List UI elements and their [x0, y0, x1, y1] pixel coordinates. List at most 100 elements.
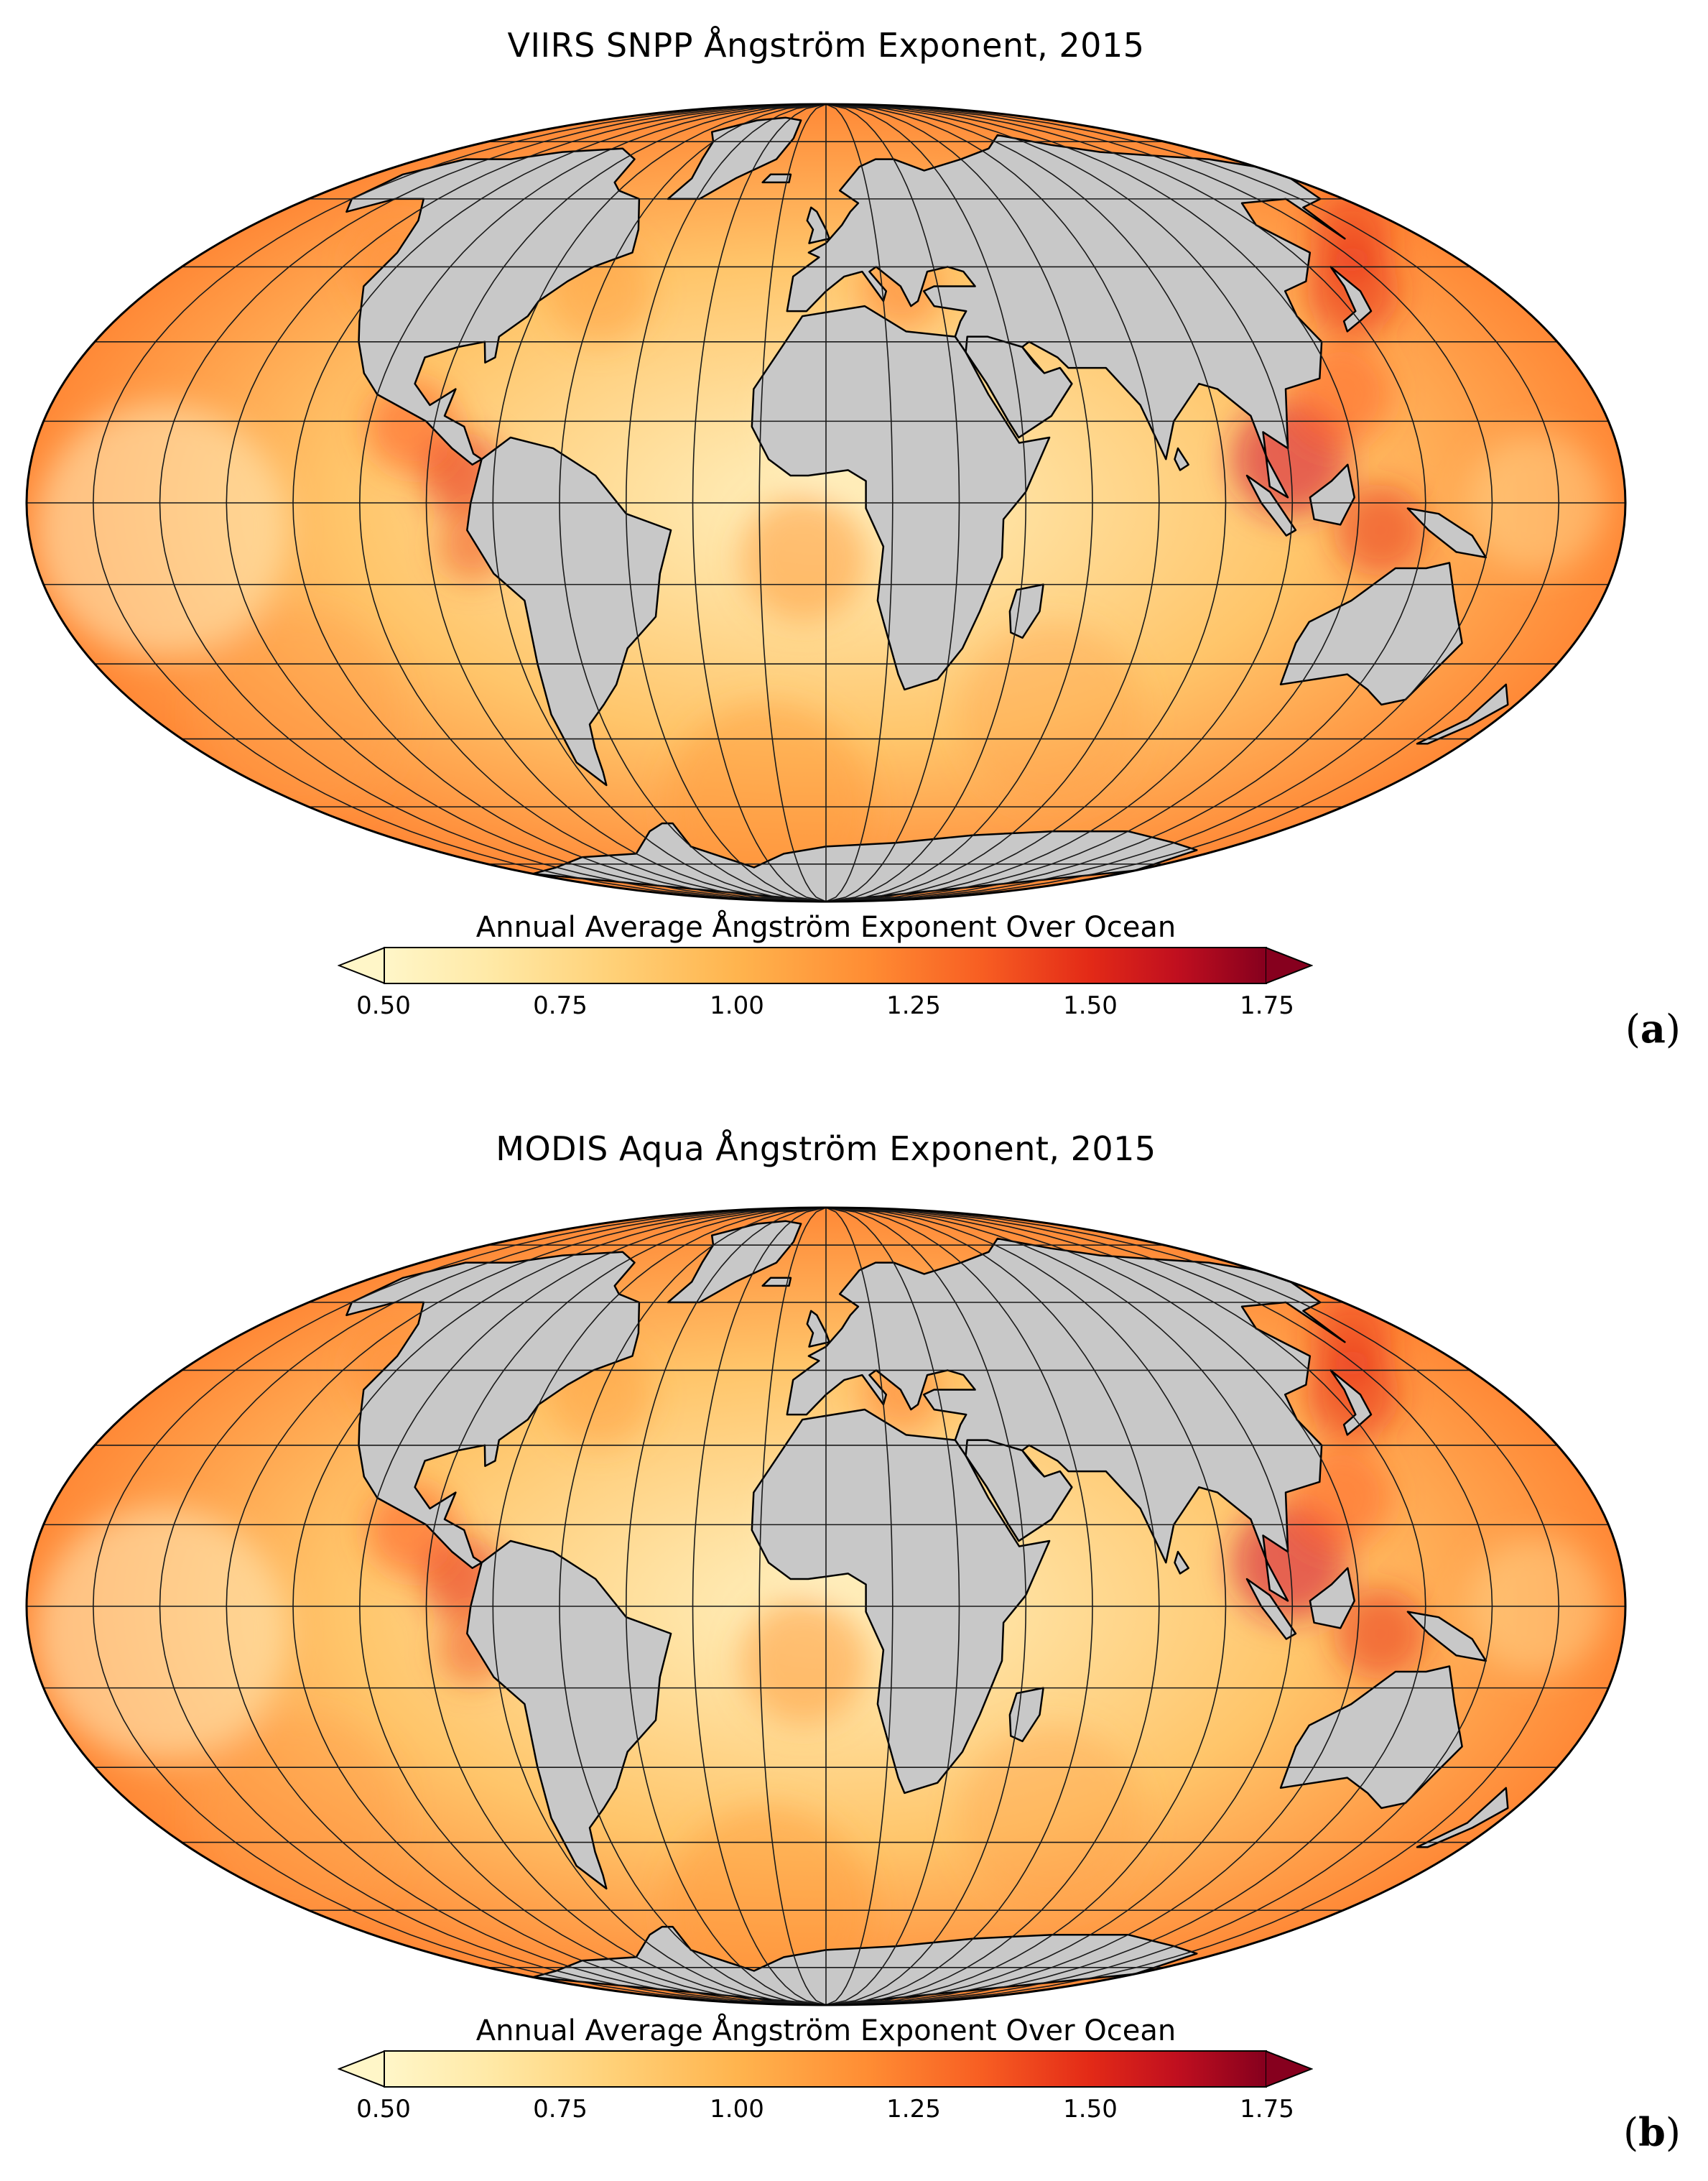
colorbar-title: Annual Average Ångström Exponent Over Oc… [475, 911, 1176, 944]
colorbar-low-extend-triangle [338, 2050, 385, 2088]
land-antarctica [532, 822, 1198, 902]
panel-b: MODIS Aqua Ångström Exponent, 2015 Annua… [0, 1103, 1708, 2181]
meridian-line [825, 1208, 1093, 2005]
hotspot [1310, 193, 1391, 274]
land-eurasia [786, 134, 1346, 499]
meridian-line [92, 1208, 827, 2005]
land-eurasia [786, 1237, 1346, 1602]
meridian-line [825, 104, 1160, 902]
meridian-line [825, 1208, 1560, 2005]
tick-label: 0.50 [356, 2095, 411, 2124]
panel-letter: a [1640, 1006, 1666, 1052]
colorbar [338, 947, 1314, 990]
hotspot [195, 611, 403, 818]
meridian-line [692, 1208, 827, 2005]
hotspot [1310, 1297, 1391, 1378]
meridian-line [825, 104, 1227, 902]
colorbar-title: Annual Average Ångström Exponent Over Oc… [475, 2014, 1176, 2047]
meridian-line [92, 104, 827, 902]
meridian-line [825, 104, 1560, 902]
land-iceland [761, 1277, 792, 1287]
land-borneo [1309, 1567, 1355, 1629]
land-sri-lanka [1174, 447, 1189, 471]
colorbar-high-extend-triangle [1266, 947, 1313, 984]
hotspot [1334, 1588, 1426, 1680]
meridian-line [825, 104, 1493, 902]
meridian-line [825, 1208, 1227, 2005]
map-title: MODIS Aqua Ångström Exponent, 2015 [496, 1129, 1156, 1168]
meridian-line [625, 1208, 827, 2005]
meridian-line [425, 104, 827, 902]
meridian-line [825, 1208, 1426, 2005]
meridian-line [226, 1208, 827, 2005]
meridian-line [559, 104, 827, 902]
land-iceland [761, 173, 792, 184]
land-australia [1279, 562, 1463, 706]
colorbar-gradient [384, 947, 1267, 984]
tick-label: 1.50 [1063, 991, 1118, 1020]
meridian-line [358, 104, 827, 902]
meridian-line [825, 1208, 1360, 2005]
meridian-line [825, 1208, 960, 2005]
tick-label: 1.75 [1240, 2095, 1294, 2124]
meridian-line [758, 104, 827, 902]
meridian-line [825, 1208, 1160, 2005]
mollweide-map [25, 103, 1627, 903]
tick-label: 0.50 [356, 991, 411, 1020]
hotspot [741, 494, 868, 621]
panel-label: (b) [1623, 2109, 1681, 2155]
land-uk [806, 1310, 830, 1348]
colorbar-ticks: 0.50 0.75 1.00 1.25 1.50 1.75 [338, 991, 1314, 1027]
map-title: VIIRS SNPP Ångström Exponent, 2015 [507, 26, 1145, 65]
land-sri-lanka [1174, 1550, 1189, 1575]
panel-letter: b [1638, 2109, 1666, 2155]
land-new-zealand [1416, 1787, 1509, 1848]
colorbar-low-extend-triangle [338, 947, 385, 984]
meridian-line [825, 1208, 1294, 2005]
land-antarctica [532, 1925, 1198, 2005]
tick-label: 0.75 [533, 2095, 588, 2124]
panel-label: (a) [1625, 1006, 1681, 1052]
land-new-zealand [1416, 683, 1509, 745]
meridian-line [692, 104, 827, 902]
land-greenland [667, 1220, 802, 1304]
land-greenland [667, 116, 802, 200]
hotspot [741, 1597, 868, 1724]
meridian-line [292, 104, 827, 902]
tick-label: 1.25 [886, 991, 941, 1020]
tick-label: 1.00 [710, 991, 764, 1020]
meridian-line [825, 104, 960, 902]
map-boundary [25, 1206, 1627, 2006]
colorbar [338, 2050, 1314, 2093]
meridian-line [625, 104, 827, 902]
meridian-line [825, 104, 1294, 902]
meridian-line [825, 104, 1360, 902]
meridian-line [425, 1208, 827, 2005]
graticule [27, 1208, 1625, 2005]
meridian-line [159, 1208, 827, 2005]
meridian-line [226, 104, 827, 902]
tick-label: 1.75 [1240, 991, 1294, 1020]
mollweide-map [25, 1206, 1627, 2006]
tick-label: 1.00 [710, 2095, 764, 2124]
map-boundary [25, 103, 1627, 903]
meridian-line [358, 1208, 827, 2005]
meridian-line [825, 104, 894, 902]
land-south-america [466, 436, 672, 787]
meridian-line [825, 104, 1426, 902]
meridian-line [825, 104, 1093, 902]
meridian-line [825, 1208, 1027, 2005]
land-australia [1279, 1665, 1463, 1810]
meridian-line [758, 1208, 827, 2005]
land-uk [806, 206, 830, 244]
colorbar-ticks: 0.50 0.75 1.00 1.25 1.50 1.75 [338, 2095, 1314, 2131]
meridian-line [492, 1208, 827, 2005]
meridian-line [825, 1208, 1493, 2005]
meridian-line [559, 1208, 827, 2005]
tick-label: 1.25 [886, 2095, 941, 2124]
land-south-america [466, 1539, 672, 1890]
graticule [27, 104, 1625, 902]
colorbar-high-extend-triangle [1266, 2050, 1313, 2088]
hotspot [195, 1714, 403, 1922]
meridian-line [825, 1208, 894, 2005]
